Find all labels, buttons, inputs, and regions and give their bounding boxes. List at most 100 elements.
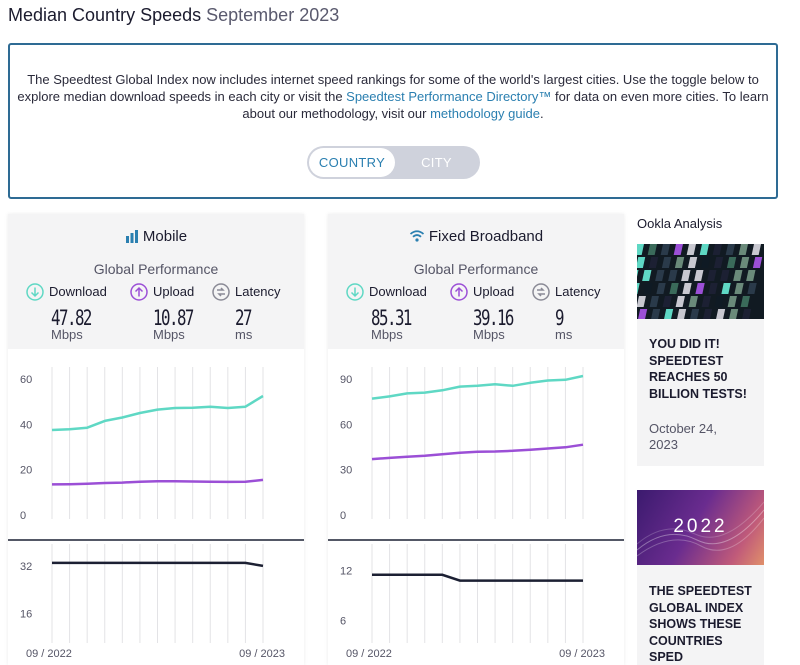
y-tick-label: 0 (340, 510, 346, 522)
mobile-global-performance-title: Global Performance (93, 261, 219, 277)
fixed-latency-label: Latency (555, 284, 601, 299)
info-text-part-3: . (539, 106, 544, 121)
download-series-line (51, 394, 264, 432)
fixed-broadband-panel: Fixed Broadband Global Performance Downl… (328, 214, 624, 665)
y-tick-label: 90 (340, 374, 352, 386)
y-tick-label: 0 (20, 510, 26, 522)
mosaic-tile (733, 270, 743, 281)
mobile-download-value: 47.82 (51, 306, 92, 330)
toggle-city[interactable]: CITY (421, 155, 452, 170)
mosaic-tile (752, 257, 763, 268)
mobile-chart-area: 0 20 40 60 16 32 09 / 2022 09 / 2023 (8, 349, 304, 665)
mosaic-tile (702, 309, 713, 319)
latency-y-tick-label: 6 (340, 615, 346, 627)
article-title[interactable]: YOU DID IT! SPEEDTEST REACHES 50 BILLION… (649, 337, 747, 401)
info-text-part-1: The Speedtest Global Index now includes … (17, 72, 759, 104)
mosaic-tile (688, 296, 698, 307)
latency-series-line (372, 573, 583, 582)
performance-directory-link[interactable]: Speedtest Performance Directory™ (346, 89, 552, 104)
mosaic-tile (726, 257, 737, 268)
article-date: October 24, 2023 (649, 421, 717, 452)
mobile-upload-label: Upload (153, 284, 195, 299)
mosaic-tile (740, 296, 750, 307)
download-arrow-icon (26, 283, 44, 301)
signal-bars-icon (125, 230, 138, 243)
mosaic-tile (669, 283, 679, 294)
fixed-latency-unit: ms (555, 327, 573, 342)
fixed-upload-label: Upload (473, 284, 515, 299)
mosaic-tile (727, 296, 737, 307)
fixed-download-unit: Mbps (371, 327, 403, 342)
upload-series-line (371, 443, 584, 461)
article-thumbnail[interactable] (637, 244, 764, 319)
mosaic-tile (649, 296, 659, 307)
fixed-download-metric: Download (346, 283, 427, 301)
mosaic-tile (725, 244, 735, 255)
wave-graphic (637, 501, 764, 557)
fixed-upload-unit: Mbps (473, 327, 505, 342)
mobile-upload-metric: Upload (130, 283, 194, 301)
upload-arrow-icon (130, 283, 148, 301)
article-thumbnail[interactable]: 2022 (637, 490, 764, 565)
fixed-global-performance-title: Global Performance (413, 261, 539, 277)
mosaic-tile (714, 296, 724, 307)
fixed-download-label: Download (369, 284, 427, 299)
mosaic-tile (661, 257, 672, 268)
fixed-title-label: Fixed Broadband (428, 228, 544, 245)
fixed-panel-header: Fixed Broadband Global Performance Downl… (328, 214, 624, 349)
mosaic-tile (746, 270, 756, 281)
info-text: The Speedtest Global Index now includes … (16, 71, 770, 122)
mobile-download-label: Download (49, 284, 107, 299)
mosaic-tile (721, 283, 731, 294)
y-tick-label: 20 (20, 465, 32, 477)
upload-arrow-icon (450, 283, 468, 301)
fixed-speed-chart[interactable]: 0 30 60 90 6 12 09 / 2022 09 / 2023 (328, 349, 624, 665)
y-tick-label: 60 (340, 419, 352, 431)
methodology-guide-link[interactable]: methodology guide (430, 106, 540, 121)
mosaic-tile (662, 296, 672, 307)
mosaic-tile (713, 257, 724, 268)
mosaic-tile (715, 309, 726, 319)
mobile-upload-value: 10.87 (153, 306, 194, 330)
mosaic-tile (699, 244, 709, 255)
x-start-label: 09 / 2022 (346, 648, 392, 660)
country-city-toggle[interactable]: COUNTRY CITY (307, 146, 480, 179)
toggle-country[interactable]: COUNTRY (309, 148, 395, 177)
article-card[interactable]: YOU DID IT! SPEEDTEST REACHES 50 BILLION… (637, 244, 764, 466)
mosaic-tile (728, 309, 739, 319)
latency-y-tick-label: 12 (340, 566, 352, 578)
mosaic-tile (656, 283, 666, 294)
fixed-latency-metric: Latency (532, 283, 601, 301)
mosaic-tile (695, 283, 705, 294)
mosaic-tile (655, 270, 665, 281)
mosaic-tile (660, 244, 670, 255)
thumbnail-year: 2022 (673, 516, 728, 537)
latency-icon (212, 283, 230, 301)
mosaic-tile (676, 309, 687, 319)
mosaic-tile (708, 283, 718, 294)
mosaic-tile (642, 270, 652, 281)
mobile-title: Mobile (8, 228, 304, 245)
article-card[interactable]: 2022 THE SPEEDTEST GLOBAL INDEX SHOWS TH… (637, 490, 764, 665)
mosaic-tile (637, 257, 646, 268)
y-tick-label: 60 (20, 374, 32, 386)
fixed-latency-value: 9 (555, 306, 564, 330)
latency-y-tick-label: 16 (20, 608, 32, 620)
fixed-title: Fixed Broadband (328, 228, 624, 245)
mosaic-tile (673, 244, 683, 255)
latency-icon (532, 283, 550, 301)
mosaic-tile (694, 270, 704, 281)
mosaic-tile (751, 244, 761, 255)
mosaic-tile (637, 283, 640, 294)
x-end-label: 09 / 2023 (239, 648, 285, 660)
upload-series-line (51, 478, 264, 486)
mosaic-tile (647, 244, 657, 255)
mosaic-tile (741, 309, 752, 319)
mosaic-tile (712, 244, 722, 255)
fixed-upload-value: 39.16 (473, 306, 514, 330)
article-title[interactable]: THE SPEEDTEST GLOBAL INDEX SHOWS THESE C… (649, 584, 752, 664)
x-start-label: 09 / 2022 (26, 648, 72, 660)
mosaic-tile (648, 257, 659, 268)
download-arrow-icon (346, 283, 364, 301)
mobile-speed-chart[interactable]: 0 20 40 60 16 32 09 / 2022 09 / 2023 (8, 349, 304, 665)
